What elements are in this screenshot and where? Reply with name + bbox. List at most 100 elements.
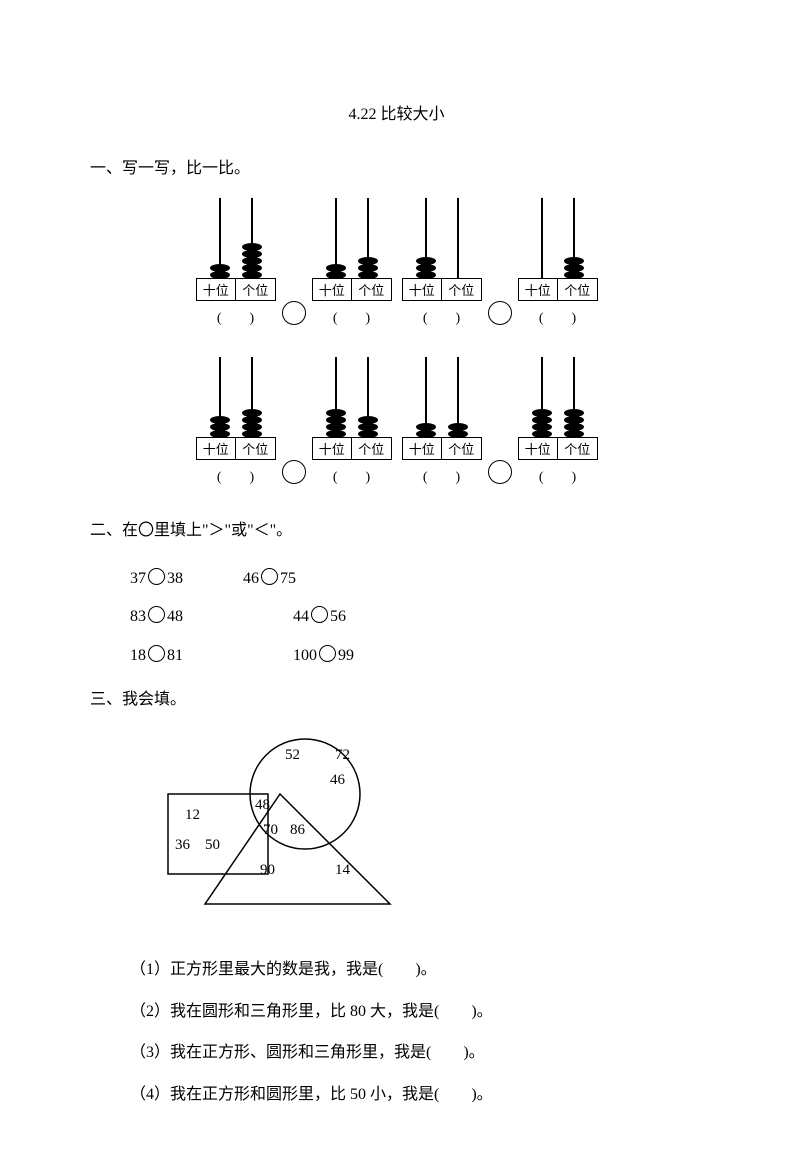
compare-item: 83 48: [130, 598, 183, 636]
venn-number: 86: [290, 822, 306, 838]
abacus: 十位个位 ( ): [402, 357, 482, 486]
abacus-rod: [558, 198, 590, 278]
compare-row: 83484456: [130, 598, 703, 636]
abacus-rod: [442, 198, 474, 278]
compare-right: 81: [167, 647, 183, 664]
venn-number: 48: [255, 797, 270, 813]
abacus-rod: [320, 357, 352, 437]
compare-circle: [282, 460, 306, 484]
compare-left: 46: [243, 570, 259, 587]
abacus-rod: [526, 198, 558, 278]
compare-item: 37 38: [130, 560, 183, 598]
answer-blank: ( ): [217, 307, 254, 327]
abacus-pair: 十位个位( )十位个位( ): [196, 357, 392, 486]
ones-label: 个位: [442, 438, 481, 459]
q3-1: （1）正方形里最大的数是我，我是( )。: [130, 949, 703, 991]
abacus: 十位个位( ): [312, 357, 392, 486]
abacus-rod: [410, 198, 442, 278]
abacus-rod: [204, 357, 236, 437]
bead: [242, 430, 262, 438]
compare-item: 46 75: [243, 560, 296, 598]
answer-blank: ( ): [217, 466, 254, 486]
venn-number: 46: [330, 772, 346, 788]
answer-blank: ( ): [333, 307, 370, 327]
compare-right: 75: [280, 570, 296, 587]
compare-circle: [488, 301, 512, 325]
bead: [448, 430, 468, 438]
venn-number: 90: [260, 862, 275, 878]
tens-label: 十位: [197, 279, 237, 300]
compare-left: 44: [293, 608, 309, 625]
ones-label: 个位: [442, 279, 481, 300]
compare-right: 38: [167, 570, 183, 587]
venn-number: 12: [185, 807, 200, 823]
abacus-rows: 十位个位( )十位个位( )十位个位( )十位个位( )十位个位( )十位个位(…: [90, 198, 703, 486]
bead: [326, 271, 346, 279]
bead: [358, 271, 378, 279]
abacus-rod: [320, 198, 352, 278]
bead: [358, 430, 378, 438]
abacus-rod: [558, 357, 590, 437]
bead: [416, 271, 436, 279]
ones-label: 个位: [558, 438, 597, 459]
abacus-pair: 十位个位( )十位个位( ): [402, 357, 598, 486]
answer-blank: ( ): [423, 466, 460, 486]
bead: [416, 430, 436, 438]
abacus-rod: [352, 198, 384, 278]
venn-number: 50: [205, 837, 220, 853]
bead: [242, 271, 262, 279]
compare-circle-icon: [148, 645, 165, 662]
q3-2: （2）我在圆形和三角形里，比 80 大，我是( )。: [130, 991, 703, 1033]
bead: [326, 430, 346, 438]
abacus-pair: 十位个位( )十位个位( ): [402, 198, 598, 327]
compare-left: 18: [130, 647, 146, 664]
compare-item: 1881: [130, 637, 183, 675]
ones-label: 个位: [558, 279, 597, 300]
answer-blank: ( ): [539, 466, 576, 486]
answer-blank: ( ): [423, 307, 460, 327]
compare-left: 37: [130, 570, 146, 587]
tens-label: 十位: [197, 438, 237, 459]
ones-label: 个位: [352, 279, 391, 300]
abacus-rod: [526, 357, 558, 437]
bead: [532, 430, 552, 438]
tens-label: 十位: [403, 279, 443, 300]
tens-label: 十位: [313, 438, 353, 459]
compare-left: 83: [130, 608, 146, 625]
compare-row: 188110099: [130, 637, 703, 675]
abacus: 十位个位( ): [518, 357, 598, 486]
bead: [564, 430, 584, 438]
venn-number: 72: [335, 747, 350, 763]
ones-label: 个位: [352, 438, 391, 459]
abacus-pair: 十位个位( )十位个位( ): [196, 198, 392, 327]
abacus-rod: [236, 198, 268, 278]
abacus-rod: [236, 357, 268, 437]
venn-diagram: 5272464812365070869014: [150, 729, 410, 929]
compare-row: 37 38 46 75: [130, 560, 703, 598]
compare-right: 99: [338, 647, 354, 664]
tens-label: 十位: [403, 438, 443, 459]
q3-3: （3）我在正方形、圆形和三角形里，我是( )。: [130, 1032, 703, 1074]
abacus: 十位个位( ): [518, 198, 598, 327]
tens-label: 十位: [313, 279, 353, 300]
compare-circle-icon: [319, 645, 336, 662]
abacus-rod: [204, 198, 236, 278]
tens-label: 十位: [519, 279, 559, 300]
abacus: 十位个位 ( ): [312, 198, 392, 327]
ones-label: 个位: [236, 279, 275, 300]
venn-number: 36: [175, 837, 191, 853]
venn-number: 14: [335, 862, 351, 878]
section3-heading: 三、我会填。: [90, 685, 703, 709]
compare-item: 10099: [293, 637, 354, 675]
compare-right: 48: [167, 608, 183, 625]
abacus-rod: [410, 357, 442, 437]
bead: [564, 271, 584, 279]
abacus: 十位个位 ( ): [402, 198, 482, 327]
compare-circle-icon: [148, 606, 165, 623]
compare-circle: [488, 460, 512, 484]
venn-number: 52: [285, 747, 300, 763]
bead: [210, 271, 230, 279]
compare-circle: [282, 301, 306, 325]
abacus-row: 十位个位( )十位个位( )十位个位( )十位个位( ): [90, 198, 703, 327]
abacus: 十位个位 ( ): [196, 198, 276, 327]
